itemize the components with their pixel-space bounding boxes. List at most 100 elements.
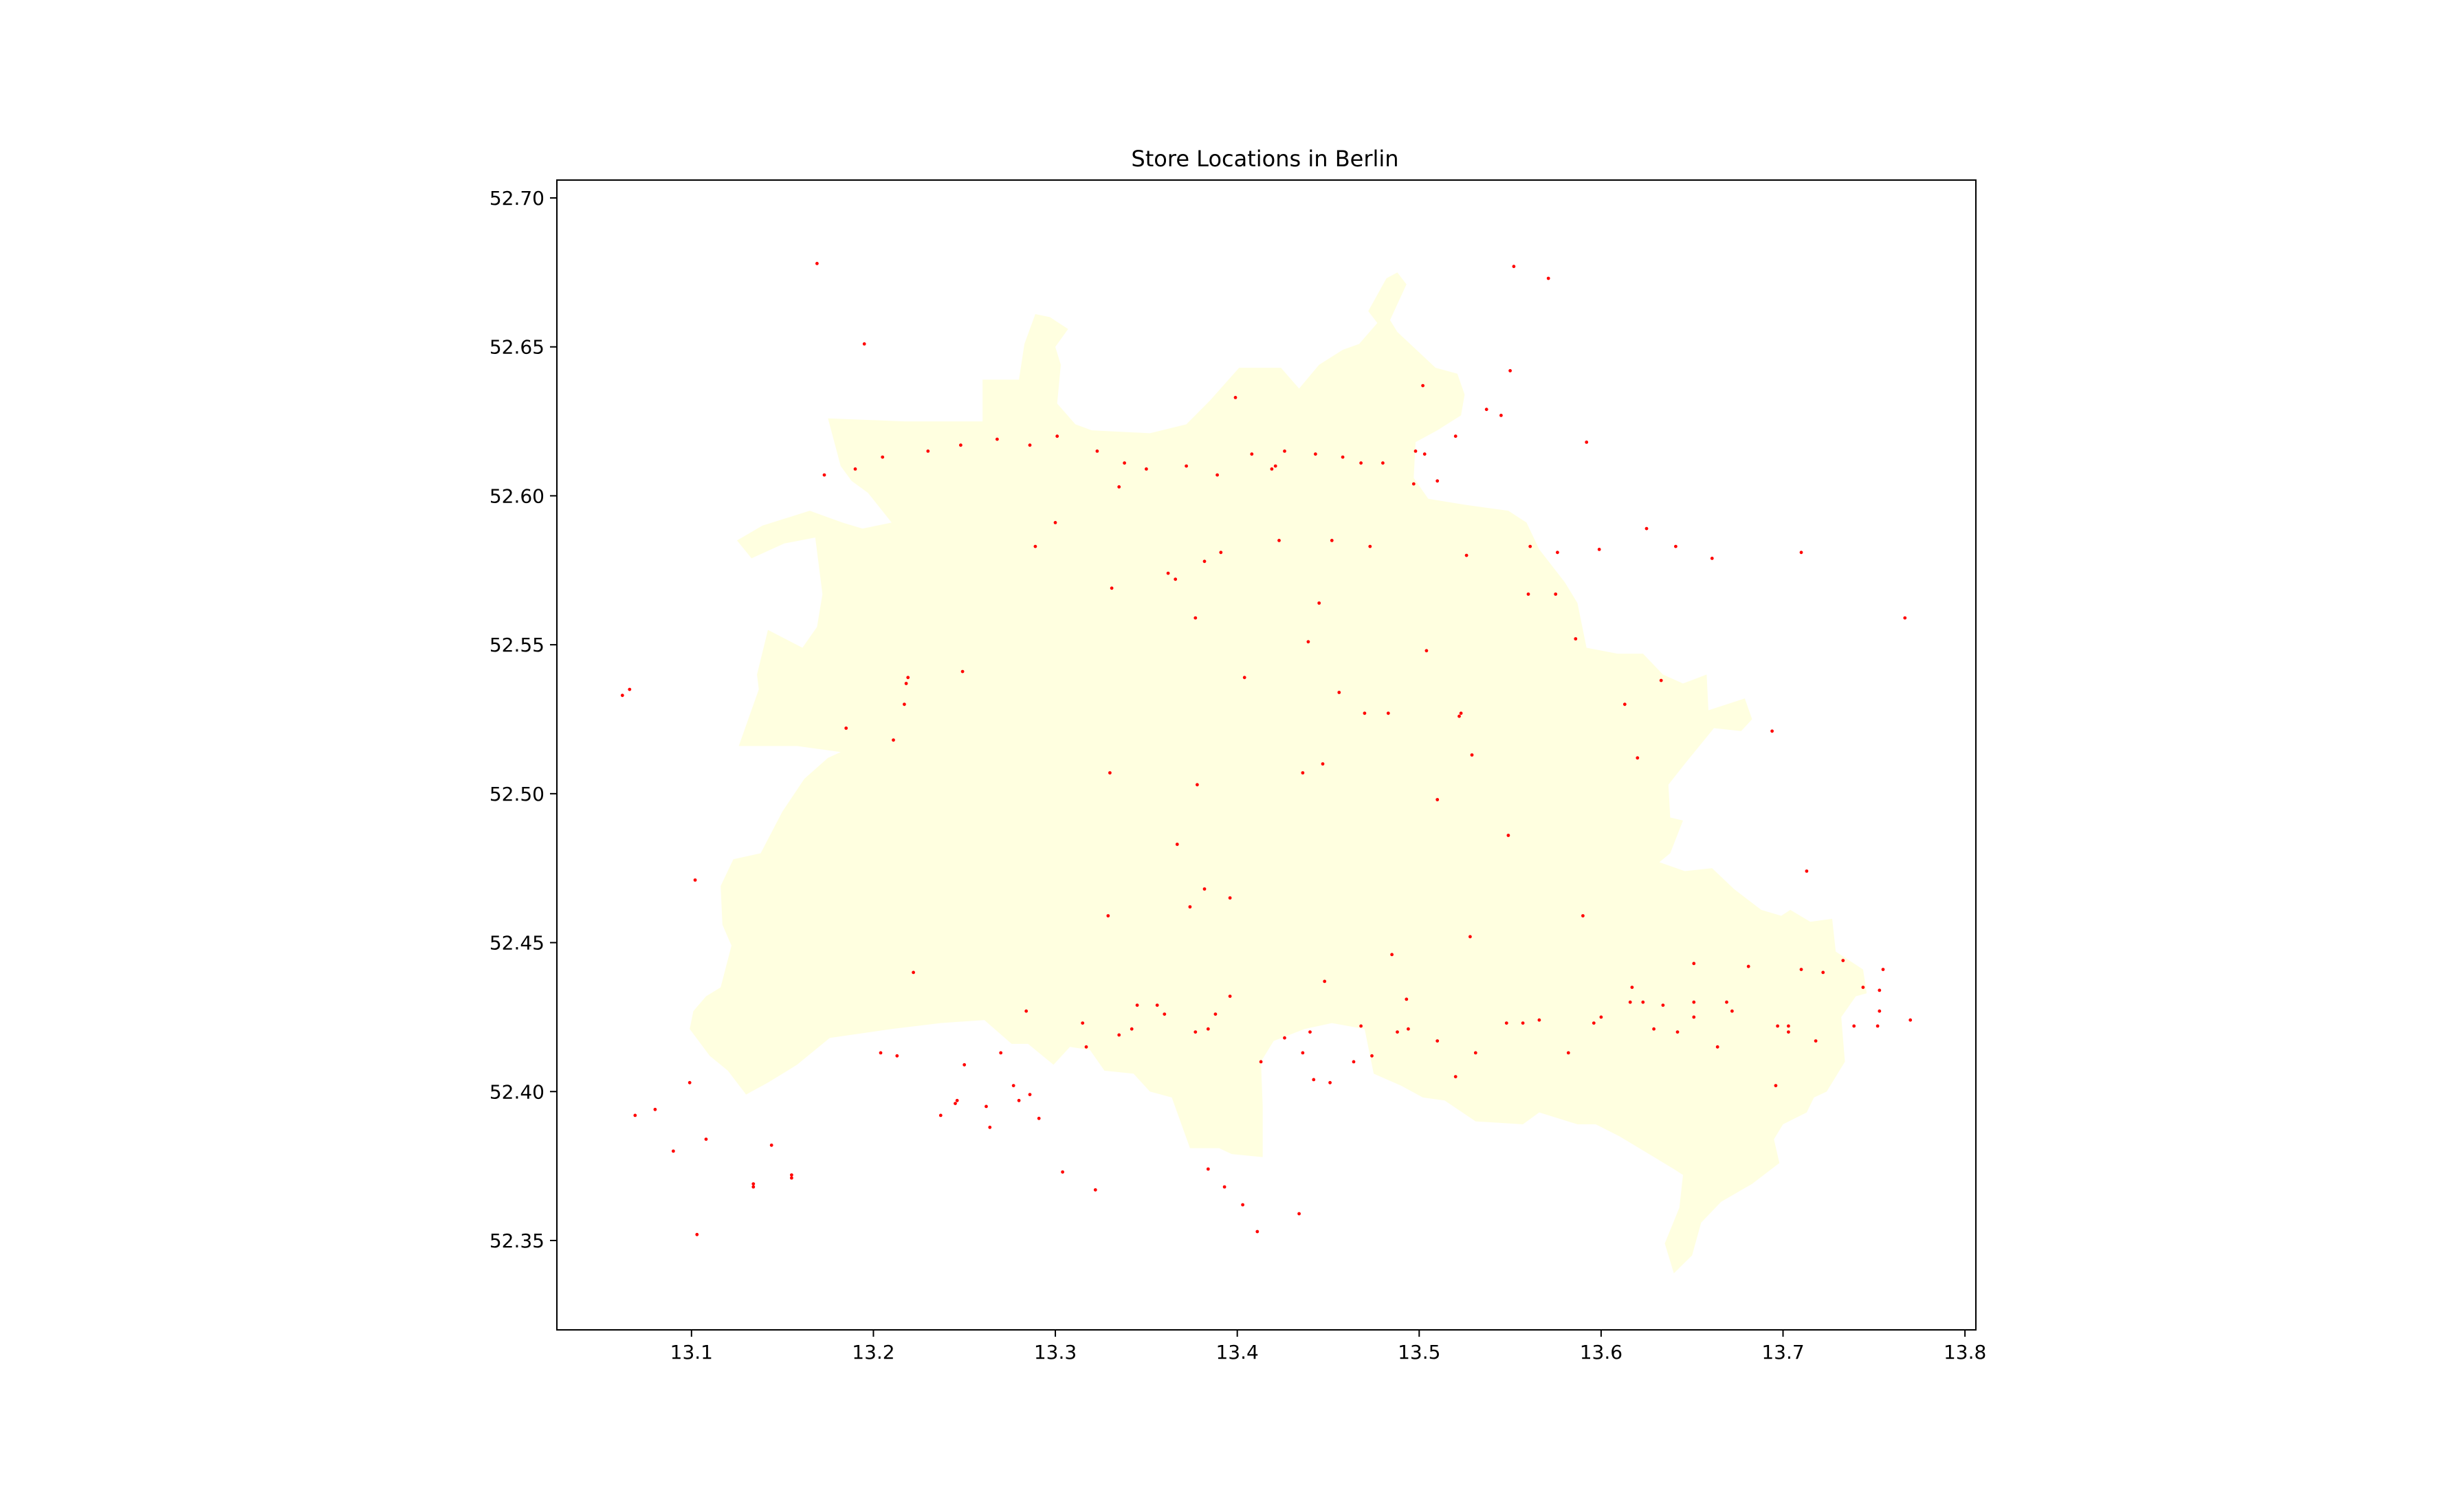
store-point bbox=[1484, 408, 1488, 412]
store-point bbox=[906, 676, 910, 680]
x-tick-label: 13.5 bbox=[1398, 1341, 1440, 1364]
store-point bbox=[1024, 1009, 1028, 1013]
store-point bbox=[853, 467, 857, 471]
store-point bbox=[1396, 1030, 1399, 1034]
store-point bbox=[1323, 979, 1327, 983]
y-tick-label: 52.45 bbox=[490, 932, 544, 955]
store-point bbox=[633, 1113, 637, 1118]
store-point bbox=[1581, 914, 1585, 918]
store-point bbox=[955, 1098, 959, 1102]
store-point bbox=[1277, 539, 1281, 542]
store-point bbox=[1283, 1036, 1286, 1040]
store-point bbox=[1093, 1188, 1097, 1192]
store-point bbox=[1526, 592, 1530, 596]
store-point bbox=[1166, 571, 1170, 575]
store-point bbox=[1421, 383, 1425, 388]
store-point bbox=[1504, 1021, 1508, 1025]
store-point bbox=[904, 682, 908, 685]
store-point bbox=[628, 687, 632, 691]
store-point bbox=[1776, 1024, 1780, 1028]
store-point bbox=[1233, 396, 1238, 399]
store-point bbox=[1270, 467, 1274, 471]
y-tick-label: 52.70 bbox=[490, 187, 544, 210]
store-point bbox=[1297, 1212, 1301, 1216]
store-point bbox=[1381, 461, 1385, 465]
store-point bbox=[1145, 467, 1148, 471]
store-point bbox=[1106, 914, 1110, 918]
store-point bbox=[1468, 935, 1472, 939]
store-point bbox=[693, 878, 697, 882]
store-point bbox=[1458, 714, 1461, 718]
store-point bbox=[1283, 449, 1286, 453]
store-point bbox=[1774, 1084, 1778, 1087]
store-point bbox=[672, 1149, 675, 1153]
store-point bbox=[1436, 798, 1440, 801]
store-point bbox=[1422, 452, 1427, 456]
store-point bbox=[1585, 441, 1589, 444]
store-point bbox=[1506, 834, 1510, 837]
store-point bbox=[879, 1051, 883, 1055]
store-point bbox=[1528, 544, 1532, 548]
store-point bbox=[1903, 616, 1907, 620]
store-point bbox=[790, 1176, 793, 1180]
store-point bbox=[751, 1185, 756, 1189]
store-point bbox=[1730, 1009, 1734, 1013]
store-point bbox=[1108, 771, 1112, 775]
store-point bbox=[1692, 1015, 1696, 1019]
store-point bbox=[1692, 1000, 1696, 1004]
store-point bbox=[1674, 544, 1678, 548]
store-point bbox=[1206, 1167, 1210, 1171]
store-point bbox=[1710, 557, 1714, 560]
store-point bbox=[1061, 1170, 1064, 1174]
store-point bbox=[1436, 479, 1440, 483]
store-point bbox=[959, 443, 962, 447]
store-point bbox=[1436, 1039, 1440, 1043]
store-point bbox=[1566, 1051, 1570, 1055]
store-point bbox=[1636, 756, 1640, 760]
store-point bbox=[1908, 1018, 1913, 1022]
store-point bbox=[1368, 544, 1372, 548]
y-tick-label: 52.40 bbox=[490, 1080, 544, 1103]
store-point bbox=[1219, 551, 1223, 555]
store-point bbox=[1521, 1021, 1525, 1025]
plot-frame bbox=[556, 179, 1977, 1331]
x-tick-label: 13.1 bbox=[670, 1341, 713, 1364]
store-point bbox=[790, 1173, 793, 1177]
store-point bbox=[1135, 1003, 1139, 1007]
store-point bbox=[1878, 1009, 1882, 1013]
store-point bbox=[1312, 1078, 1316, 1082]
store-point bbox=[751, 1182, 756, 1186]
store-point bbox=[1499, 414, 1503, 417]
store-point bbox=[938, 1113, 943, 1118]
store-point bbox=[1473, 1051, 1477, 1055]
store-point bbox=[1876, 1024, 1880, 1028]
berlin-boundary bbox=[690, 272, 1867, 1274]
store-point bbox=[1273, 464, 1277, 468]
store-point bbox=[1095, 449, 1099, 453]
store-point bbox=[1117, 485, 1121, 489]
store-point bbox=[1163, 1012, 1167, 1016]
store-point bbox=[1459, 711, 1463, 715]
store-point bbox=[822, 473, 826, 477]
store-point bbox=[996, 437, 999, 441]
store-point bbox=[1881, 968, 1885, 971]
store-point bbox=[1464, 553, 1468, 557]
store-point bbox=[1508, 369, 1512, 372]
store-point bbox=[1222, 1185, 1226, 1189]
store-point bbox=[1599, 1015, 1603, 1019]
store-point bbox=[1255, 1230, 1260, 1234]
store-point bbox=[999, 1051, 1003, 1055]
store-point bbox=[1746, 964, 1750, 968]
y-tick-label: 52.65 bbox=[490, 336, 544, 359]
store-point bbox=[881, 455, 885, 459]
store-point bbox=[962, 1063, 967, 1067]
store-point bbox=[1123, 461, 1126, 465]
store-point bbox=[1692, 961, 1696, 966]
store-point bbox=[1194, 616, 1198, 620]
store-point bbox=[1206, 1027, 1210, 1031]
store-point bbox=[1770, 729, 1774, 733]
store-point bbox=[1174, 577, 1178, 581]
x-tick-label: 13.3 bbox=[1034, 1341, 1077, 1364]
store-point bbox=[1110, 586, 1114, 590]
